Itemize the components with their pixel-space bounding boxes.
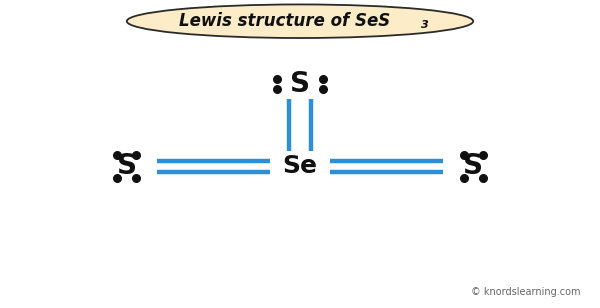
Point (318, 76, 328, 81)
Text: © knordslearning.com: © knordslearning.com (471, 287, 581, 298)
Ellipse shape (127, 4, 473, 38)
Text: 3: 3 (421, 20, 429, 30)
Point (459, 152, 469, 157)
Point (112, 175, 122, 180)
Text: Se: Se (283, 154, 317, 178)
Point (131, 175, 141, 180)
Point (131, 152, 141, 157)
Text: Lewis structure of SeS: Lewis structure of SeS (179, 12, 391, 30)
Point (478, 175, 488, 180)
Text: S: S (463, 152, 483, 180)
Point (478, 152, 488, 157)
Text: S: S (290, 70, 310, 98)
Point (318, 86, 328, 91)
Point (459, 175, 469, 180)
Point (272, 86, 282, 91)
Point (272, 76, 282, 81)
Text: S: S (117, 152, 137, 180)
Point (112, 152, 122, 157)
